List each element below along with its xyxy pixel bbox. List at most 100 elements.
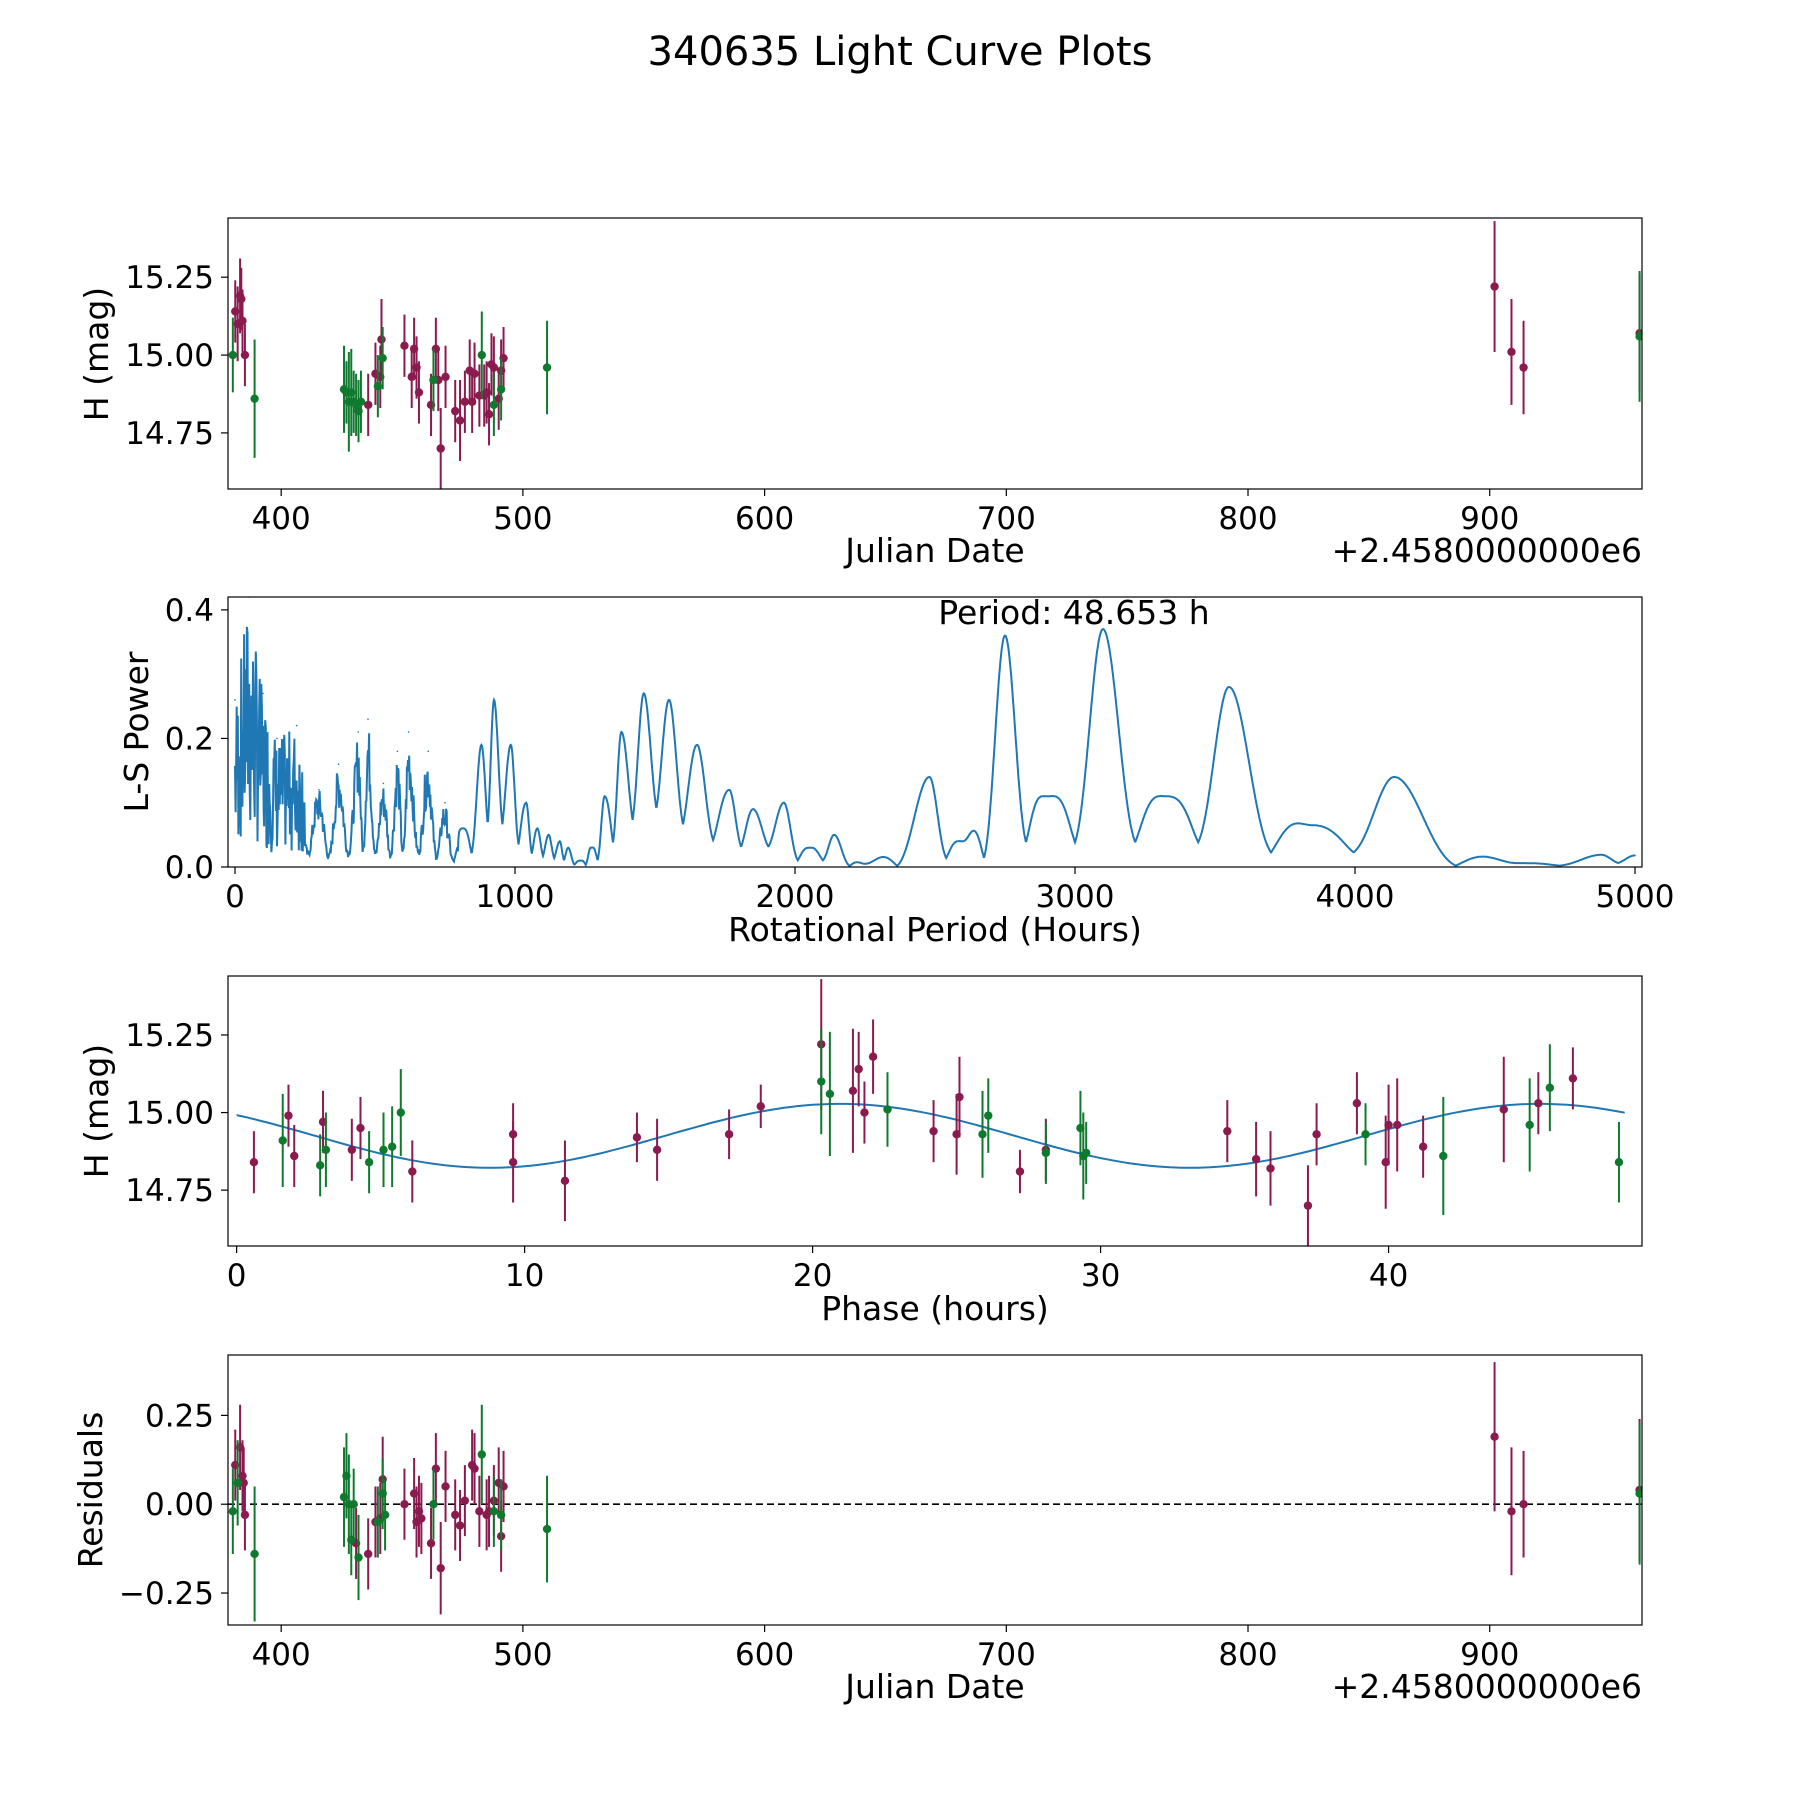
data-point [1015, 1167, 1025, 1176]
data-point [1614, 1158, 1624, 1167]
residuals-ylabel: Residuals [71, 1412, 110, 1569]
data-point [460, 1496, 470, 1505]
power-peak [525, 801, 527, 804]
data-point [240, 1510, 250, 1520]
power-peak [620, 731, 623, 733]
data-point [380, 1510, 390, 1520]
data-point [470, 369, 479, 378]
data-point [1418, 1142, 1428, 1151]
power-peak [1228, 686, 1230, 688]
power-peak [783, 801, 785, 804]
residuals-axes-frame [227, 1354, 1643, 1626]
data-point [426, 1539, 436, 1548]
data-point [496, 1510, 506, 1520]
power-peak [427, 750, 430, 753]
data-point [477, 1450, 486, 1459]
data-point [1519, 1500, 1528, 1509]
data-point [451, 1510, 460, 1520]
data-point [378, 353, 387, 363]
phased-ylabel: H (mag) [77, 1044, 116, 1178]
data-point [1635, 332, 1642, 341]
data-point [237, 294, 246, 304]
data-point [489, 363, 499, 372]
data-point [1519, 363, 1528, 372]
data-point [377, 335, 386, 344]
data-point [408, 1167, 417, 1176]
power-peak [318, 789, 320, 791]
data-point [477, 350, 486, 360]
data-point [1312, 1130, 1321, 1139]
data-point [460, 397, 470, 406]
period-annotation: Period: 48.653 h [938, 593, 1209, 632]
lightcurve-ticks: 400 500 600 700 800 900 14.75 15.00 15.25 [125, 260, 1519, 537]
power-peak [510, 744, 512, 746]
periodogram-panel: 0 1000 2000 3000 4000 5000 0.0 0.2 0.4 Period: 4… [117, 593, 1674, 949]
data-point [978, 1130, 987, 1139]
data-point [387, 1142, 397, 1151]
data-point [475, 1507, 484, 1516]
data-point [400, 341, 409, 350]
lightcurve-offset-label: +2.4580000000e6 [1332, 531, 1642, 570]
data-point [1525, 1120, 1534, 1130]
x-tick-label: 10 [505, 1258, 544, 1294]
power-peak [1004, 634, 1006, 637]
data-point [1266, 1164, 1275, 1173]
x-tick-label: 900 [1460, 1637, 1519, 1673]
power-peak [589, 846, 592, 849]
y-tick-label: 0.0 [165, 850, 214, 886]
data-point [1490, 1432, 1499, 1441]
x-tick-label: 800 [1218, 501, 1277, 537]
data-point [1499, 1105, 1508, 1114]
data-point [1439, 1151, 1448, 1161]
power-peak [1312, 824, 1314, 827]
data-point [284, 1111, 293, 1120]
data-point [441, 1482, 450, 1491]
figure-title: 340635 Light Curve Plots [648, 29, 1153, 75]
data-point [496, 385, 506, 394]
data-point [364, 1158, 374, 1167]
y-tick-label: 0.00 [145, 1487, 214, 1523]
data-point [1223, 1126, 1232, 1136]
data-point [436, 1563, 445, 1573]
data-point [321, 1145, 331, 1154]
x-tick-label: 1000 [476, 879, 555, 915]
power-peak [833, 834, 835, 836]
data-point [417, 1514, 426, 1523]
data-point [238, 316, 247, 325]
data-point [955, 1092, 964, 1102]
data-point [356, 397, 366, 406]
power-peak [461, 827, 463, 830]
data-point [470, 1464, 479, 1473]
data-point [354, 1553, 363, 1562]
y-tick-label: 15.00 [125, 1096, 214, 1132]
phased-xlabel: Phase (hours) [821, 1289, 1049, 1328]
x-tick-label: 600 [735, 501, 794, 537]
data-point [429, 375, 438, 385]
x-tick-label: 500 [493, 501, 552, 537]
power-peak [536, 827, 539, 830]
data-point [560, 1176, 570, 1186]
power-peak [928, 776, 931, 778]
data-point [349, 1500, 358, 1509]
data-point [240, 350, 250, 360]
data-point [379, 1145, 388, 1154]
data-point [825, 1089, 835, 1099]
y-tick-label: 15.25 [125, 1018, 214, 1054]
x-tick-label: 500 [493, 1637, 552, 1673]
data-point [249, 1158, 259, 1167]
power-peak [234, 699, 236, 701]
data-point [1041, 1148, 1051, 1158]
data-point [854, 1064, 863, 1074]
data-point [1490, 282, 1499, 291]
data-point [238, 1471, 247, 1480]
residuals-ticks: 400 500 600 700 800 900 −0.25 0.00 0.25 [119, 1398, 1519, 1673]
power-peak [480, 744, 483, 746]
x-tick-label: 20 [793, 1258, 832, 1294]
y-tick-label: 14.75 [125, 1173, 214, 1209]
power-peak [1600, 853, 1603, 856]
power-peak [559, 840, 561, 843]
power-peak [396, 750, 399, 753]
data-point [414, 388, 424, 397]
data-point [363, 1549, 373, 1559]
